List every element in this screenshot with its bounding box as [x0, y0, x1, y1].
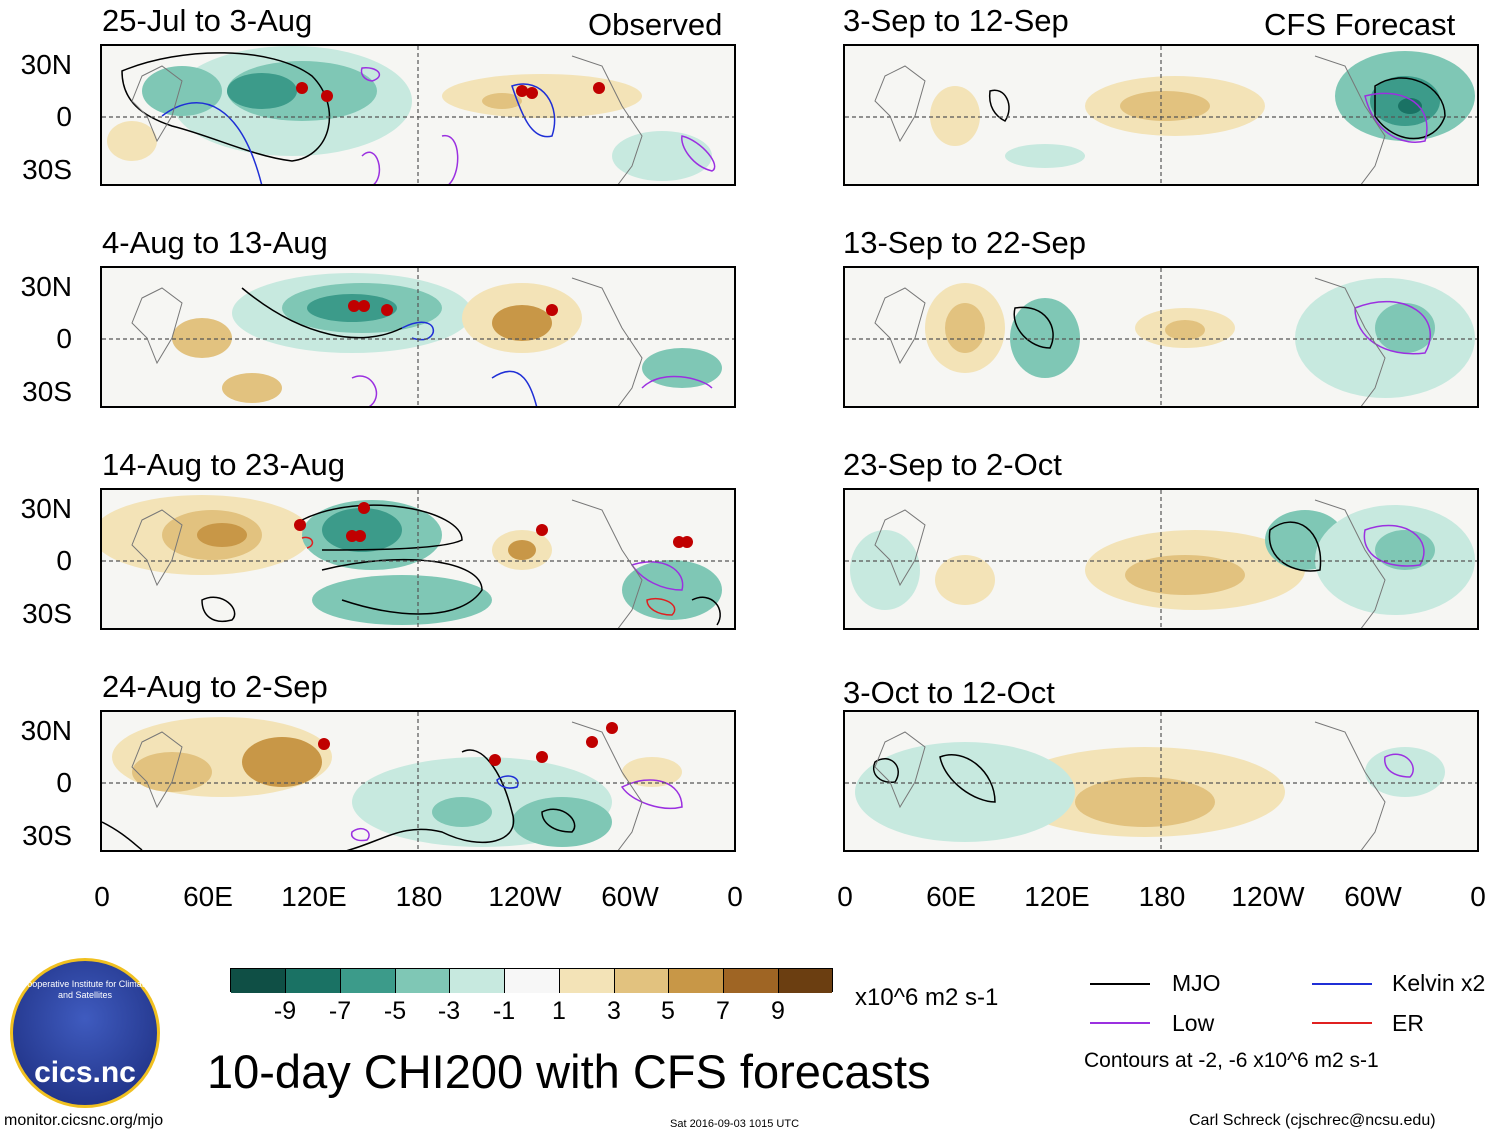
- timestamp: Sat 2016-09-03 1015 UTC: [670, 1118, 800, 1130]
- colorbar-swatch: [615, 969, 669, 993]
- lat-label-30s: 30S: [22, 820, 72, 851]
- main-title: 10-day CHI200 with CFS forecasts: [207, 1045, 931, 1098]
- colorbar-swatch: [724, 969, 779, 993]
- lat-label-eq: 0: [56, 545, 72, 576]
- author-credit: Carl Schreck (cjschrec@ncsu.edu): [1189, 1112, 1436, 1129]
- lat-label-30n: 30N: [20, 493, 72, 524]
- lat-label-30n: 30N: [20, 49, 72, 80]
- map-panel-obs-1: [100, 44, 736, 186]
- contours-note: Contours at -2, -6 x10^6 m2 s-1: [1084, 1049, 1379, 1072]
- observed-label: Observed: [588, 7, 723, 42]
- lon-label: 60W: [1344, 881, 1402, 912]
- chi200-map: [102, 490, 734, 628]
- colorbar-label: -5: [383, 997, 407, 1025]
- colorbar-label: -9: [273, 997, 297, 1025]
- colorbar: [230, 968, 833, 993]
- colorbar-swatch: [341, 969, 396, 993]
- lon-label: 0: [727, 881, 743, 912]
- colorbar-swatch: [231, 969, 286, 993]
- map-panel-fc-2: [843, 266, 1479, 408]
- logo-ring-text: Cooperative Institute for Climate and Sa…: [20, 979, 150, 1000]
- colorbar-swatch: [779, 969, 832, 993]
- logo-text: cics.nc: [34, 1056, 136, 1089]
- map-panel-obs-2: [100, 266, 736, 408]
- lon-label: 180: [1138, 881, 1186, 912]
- lat-label-eq: 0: [56, 323, 72, 354]
- map-panel-fc-1: [843, 44, 1479, 186]
- legend-mjo-swatch: [1090, 983, 1150, 985]
- legend-mjo-label: MJO: [1172, 970, 1221, 996]
- lon-label: 0: [94, 881, 110, 912]
- chi200-map: [102, 712, 734, 850]
- lon-label: 0: [837, 881, 853, 912]
- lat-label-eq: 0: [56, 767, 72, 798]
- panel-title-obs-1: 25-Jul to 3-Aug: [102, 3, 313, 38]
- panel-title-fc-1: 3-Sep to 12-Sep: [843, 3, 1069, 38]
- colorbar-label: -7: [328, 997, 352, 1025]
- panel-title-obs-2: 4-Aug to 13-Aug: [102, 225, 328, 260]
- map-panel-obs-4: [100, 710, 736, 852]
- cics-logo: cics.nc Cooperative Institute for Climat…: [10, 958, 160, 1108]
- colorbar-label: 7: [716, 997, 730, 1025]
- colorbar-swatch: [450, 969, 505, 993]
- chi200-map: [845, 490, 1477, 628]
- legend-kelvin-swatch: [1312, 983, 1372, 985]
- colorbar-swatch: [560, 969, 615, 993]
- panel-title-fc-4: 3-Oct to 12-Oct: [843, 675, 1055, 710]
- lat-label-30n: 30N: [20, 271, 72, 302]
- legend-er-label: ER: [1392, 1010, 1424, 1036]
- lon-label: 180: [395, 881, 443, 912]
- colorbar-swatch: [505, 969, 560, 993]
- lat-label-30n: 30N: [20, 715, 72, 746]
- lon-label: 60E: [183, 881, 233, 912]
- panel-title-fc-3: 23-Sep to 2-Oct: [843, 447, 1062, 482]
- lat-label-30s: 30S: [22, 376, 72, 407]
- chi200-map: [845, 268, 1477, 406]
- colorbar-label: -3: [437, 997, 461, 1025]
- lon-label: 120E: [1024, 881, 1090, 912]
- panel-title-obs-3: 14-Aug to 23-Aug: [102, 447, 346, 482]
- lat-label-eq: 0: [56, 101, 72, 132]
- colorbar-label: 3: [607, 997, 621, 1025]
- panel-title-fc-2: 13-Sep to 22-Sep: [843, 225, 1087, 260]
- colorbar-label: 5: [661, 997, 675, 1025]
- lon-label: 120W: [488, 881, 562, 912]
- website-link[interactable]: monitor.cicsnc.org/mjo: [4, 1112, 164, 1129]
- chi200-map: [102, 268, 734, 406]
- panel-title-obs-4: 24-Aug to 2-Sep: [102, 669, 328, 704]
- forecast-label: CFS Forecast: [1264, 7, 1456, 42]
- map-panel-obs-3: [100, 488, 736, 630]
- legend-kelvin-label: Kelvin x2: [1392, 970, 1486, 996]
- chi200-map: [845, 712, 1477, 850]
- legend-er-swatch: [1312, 1022, 1372, 1024]
- chi200-map: [845, 46, 1477, 184]
- map-panel-fc-3: [843, 488, 1479, 630]
- legend-low-label: Low: [1172, 1010, 1215, 1036]
- map-panel-fc-4: [843, 710, 1479, 852]
- lon-label: 0: [1470, 881, 1486, 912]
- colorbar-units: x10^6 m2 s-1: [855, 984, 999, 1011]
- colorbar-swatch: [286, 969, 341, 993]
- legend-low-swatch: [1090, 1022, 1150, 1024]
- lon-label: 120E: [281, 881, 347, 912]
- chi200-map: [102, 46, 734, 184]
- colorbar-label: 1: [552, 997, 566, 1025]
- lon-label: 60E: [926, 881, 976, 912]
- colorbar-swatch: [669, 969, 724, 993]
- lon-label: 120W: [1231, 881, 1305, 912]
- colorbar-label: -1: [492, 997, 516, 1025]
- colorbar-label: 9: [771, 997, 785, 1025]
- lat-label-30s: 30S: [22, 598, 72, 629]
- colorbar-swatch: [396, 969, 450, 993]
- lon-label: 60W: [601, 881, 659, 912]
- lat-label-30s: 30S: [22, 154, 72, 185]
